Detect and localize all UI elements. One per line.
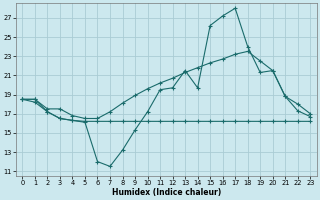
X-axis label: Humidex (Indice chaleur): Humidex (Indice chaleur): [112, 188, 221, 197]
